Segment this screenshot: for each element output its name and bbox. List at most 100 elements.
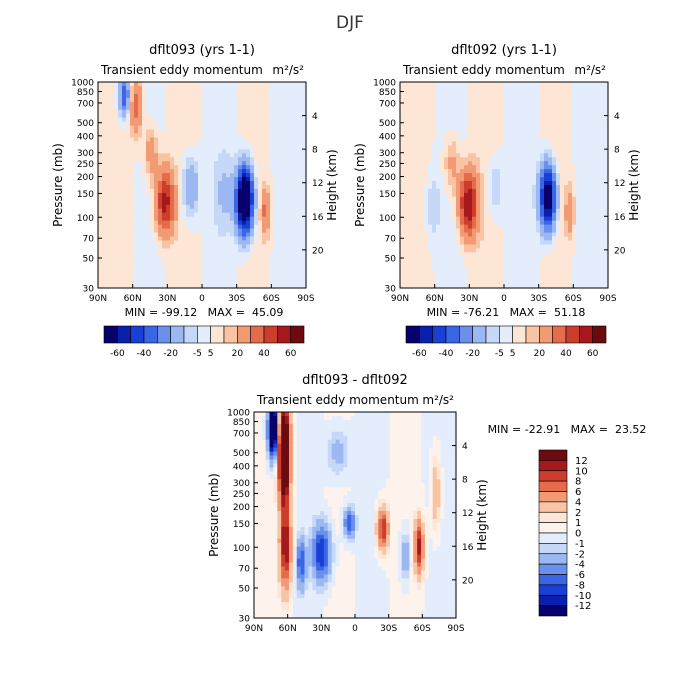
field-cell bbox=[198, 133, 203, 139]
field-cell bbox=[404, 244, 409, 249]
field-cell bbox=[302, 169, 307, 174]
field-cell bbox=[158, 145, 163, 150]
field-cell bbox=[436, 93, 441, 99]
field-cell bbox=[170, 268, 175, 273]
colorbar-swatch bbox=[130, 325, 145, 344]
field-cell bbox=[492, 212, 497, 218]
field-cell bbox=[170, 220, 175, 226]
field-cell bbox=[142, 177, 147, 182]
field-cell bbox=[286, 256, 291, 261]
field-cell bbox=[532, 121, 537, 127]
field-cell bbox=[186, 216, 191, 222]
field-cell bbox=[528, 153, 533, 158]
field-cell bbox=[552, 185, 557, 190]
field-cell bbox=[262, 121, 267, 127]
field-cell bbox=[480, 220, 485, 226]
field-cell bbox=[404, 236, 409, 242]
field-cell bbox=[298, 101, 303, 107]
field-cell bbox=[404, 141, 409, 146]
field-cell bbox=[102, 208, 107, 214]
field-cell bbox=[242, 200, 247, 206]
field-cell bbox=[580, 129, 585, 135]
field-cell bbox=[290, 141, 295, 146]
field-cell bbox=[560, 117, 565, 123]
field-cell bbox=[142, 181, 147, 186]
field-cell bbox=[262, 216, 267, 222]
field-cell bbox=[246, 161, 251, 166]
field-cell bbox=[114, 177, 119, 182]
field-cell bbox=[432, 125, 437, 131]
field-cell bbox=[432, 200, 437, 206]
field-cell bbox=[420, 149, 425, 154]
field-cell bbox=[492, 117, 497, 123]
field-cell bbox=[178, 141, 183, 146]
field-cell bbox=[106, 256, 111, 261]
field-cell bbox=[274, 149, 279, 154]
field-cell bbox=[580, 109, 585, 115]
field-cell bbox=[524, 82, 529, 87]
page-title: DJF bbox=[336, 13, 364, 33]
field-cell bbox=[174, 200, 179, 206]
field-cell bbox=[456, 188, 461, 194]
field-cell bbox=[552, 129, 557, 135]
field-cell bbox=[102, 196, 107, 202]
field-cell bbox=[564, 133, 569, 139]
field-cell bbox=[488, 236, 493, 242]
field-cell bbox=[278, 177, 283, 182]
field-cell bbox=[206, 153, 211, 158]
field-cell bbox=[444, 181, 449, 186]
y-tick-label: 1000 bbox=[71, 79, 94, 89]
field-cell bbox=[150, 220, 155, 226]
field-cell bbox=[564, 212, 569, 218]
field-cell bbox=[258, 165, 263, 170]
field-cell bbox=[456, 200, 461, 206]
field-cell bbox=[174, 93, 179, 99]
field-cell bbox=[166, 133, 171, 139]
field-cell bbox=[146, 264, 151, 269]
field-cell bbox=[218, 125, 223, 131]
field-cell bbox=[114, 93, 119, 99]
field-cell bbox=[508, 117, 513, 123]
field-cell bbox=[500, 157, 505, 162]
field-cell bbox=[202, 133, 207, 139]
field-cell bbox=[512, 89, 517, 95]
field-cell bbox=[298, 284, 303, 289]
field-cell bbox=[576, 169, 581, 174]
field-cell bbox=[290, 244, 295, 249]
field-cell bbox=[412, 192, 417, 198]
field-cell bbox=[548, 200, 553, 206]
field-cell bbox=[214, 105, 219, 111]
field-cell bbox=[424, 192, 429, 198]
field-cell bbox=[302, 260, 307, 265]
field-cell bbox=[294, 161, 299, 166]
field-cell bbox=[520, 89, 525, 95]
field-cell bbox=[480, 177, 485, 182]
field-cell bbox=[158, 185, 163, 190]
field-cell bbox=[520, 228, 525, 234]
field-cell bbox=[420, 82, 425, 87]
field-cell bbox=[600, 145, 605, 150]
field-cell bbox=[190, 276, 195, 281]
field-cell bbox=[532, 85, 537, 91]
field-cell bbox=[552, 125, 557, 131]
field-cell bbox=[138, 244, 143, 249]
field-cell bbox=[122, 173, 127, 178]
field-cell bbox=[246, 181, 251, 186]
field-cell bbox=[146, 145, 151, 150]
field-cell bbox=[444, 93, 449, 99]
field-cell bbox=[496, 177, 501, 182]
field-cell bbox=[230, 188, 235, 194]
field-cell bbox=[552, 85, 557, 91]
field-cell bbox=[282, 196, 287, 202]
field-cell bbox=[210, 232, 215, 238]
y2-tick-label: 4 bbox=[312, 112, 318, 122]
field-cell bbox=[174, 181, 179, 186]
field-cell bbox=[516, 216, 521, 222]
field-cell bbox=[142, 137, 147, 143]
field-cell bbox=[214, 97, 219, 103]
field-cell bbox=[162, 169, 167, 174]
field-cell bbox=[596, 137, 601, 143]
field-cell bbox=[294, 157, 299, 162]
field-cell bbox=[432, 109, 437, 115]
field-cell bbox=[472, 216, 477, 222]
